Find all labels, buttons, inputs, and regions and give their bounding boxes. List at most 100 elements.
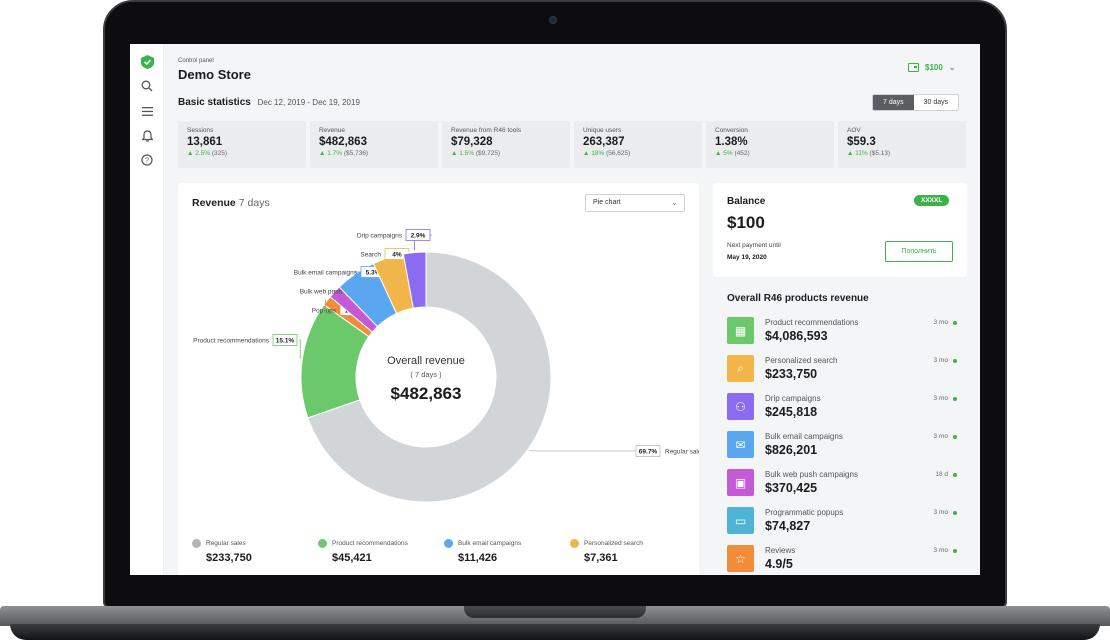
kpi-revenue-r46[interactable]: Revenue from R46 tools $79,328 ▲ 1.5% ($… (442, 121, 570, 168)
product-name: Product recommendations (765, 318, 859, 327)
slice-name-label: Bulk email campaigns (294, 269, 358, 276)
screen: ? Control panel Demo Store $100 ⌄ Basic … (130, 44, 980, 575)
product-value: 4.9/5 (765, 557, 793, 571)
kpi-change-pct: 5% (723, 150, 733, 157)
product-age: 3 mo (933, 547, 948, 554)
kpi-value: $79,328 (451, 136, 493, 148)
legend-dot (318, 539, 327, 548)
control-panel-label: Control panel (178, 58, 214, 64)
chevron-down-icon: ⌄ (948, 63, 956, 72)
product-name: Bulk email campaigns (765, 432, 843, 441)
revenue-subtitle: 7 days (238, 197, 270, 209)
help-icon[interactable]: ? (139, 152, 155, 168)
kpi-label: Sessions (187, 127, 214, 134)
stats-header: Basic statistics Dec 12, 2019 - Dec 19, … (178, 97, 360, 108)
main-content: Control panel Demo Store $100 ⌄ Basic st… (164, 44, 980, 575)
kpi-change-pct: 1.5% (459, 150, 475, 157)
slice-value-box (272, 334, 298, 346)
product-name: Drip campaigns (765, 394, 821, 403)
product-row[interactable]: ▭ Programmatic popups $74,827 3 mo (727, 507, 957, 537)
status-dot (953, 359, 957, 363)
status-dot (953, 511, 957, 515)
product-value: $74,827 (765, 519, 811, 533)
kpi-change-abs: ($5,736) (343, 150, 369, 157)
kpi-change: ▲ 11% ($5.13) (847, 150, 891, 157)
kpi-revenue[interactable]: Revenue $482,863 ▲ 1.7% ($5,736) (310, 121, 438, 168)
kpi-label: Conversion (715, 127, 748, 134)
range-7-days[interactable]: 7 days (873, 95, 914, 110)
bell-icon[interactable] (139, 128, 155, 144)
logo-shield-icon[interactable] (139, 54, 155, 70)
product-age: 18 d (935, 471, 948, 478)
wallet-icon (908, 63, 919, 72)
slice-value-box (635, 445, 661, 457)
revenue-card: Revenue 7 days Pie chart ⌄ 69.7% Regular s… (178, 183, 699, 575)
kpi-aov[interactable]: AOV $59.3 ▲ 11% ($5.13) (838, 121, 966, 168)
chevron-down-icon: ⌄ (671, 198, 678, 207)
status-dot (953, 549, 957, 553)
kpi-label: Revenue (319, 127, 346, 134)
product-value: $4,086,593 (765, 329, 828, 343)
legend-dot (570, 539, 579, 548)
next-payment-label: Next payment until (727, 242, 781, 249)
chart-type-select[interactable]: Pie chart ⌄ (585, 194, 685, 212)
status-dot (953, 321, 957, 325)
revenue-pie-chart: 69.7% Regular sales 15.1% Product recommend… (193, 229, 699, 503)
range-30-days[interactable]: 30 days (913, 95, 959, 110)
monitor-icon: ▭ (727, 507, 754, 534)
slice-value-box (405, 229, 431, 241)
pie-slice[interactable] (402, 251, 427, 309)
slice-name-label: Bulk web push (300, 288, 343, 295)
pie-slice[interactable] (307, 251, 552, 503)
donut-center-subtitle: ( 7 days ) (410, 370, 442, 379)
legend-value: $7,361 (584, 552, 618, 564)
menu-icon[interactable] (139, 103, 155, 119)
search-icon: ⌕ (727, 355, 754, 382)
kpi-sessions[interactable]: Sessions 13,861 ▲ 2.5% (325) (178, 121, 306, 168)
kpi-unique-users[interactable]: Unique users 263,387 ▲ 18% (56,625) (574, 121, 702, 168)
product-row[interactable]: ⌕ Personalized search $233,750 3 mo (727, 355, 957, 385)
product-age: 3 mo (933, 395, 948, 402)
slice-name-label: Product recommendations (193, 337, 270, 344)
top-up-button[interactable]: Пополнить (885, 241, 953, 262)
kpi-label: Revenue from R46 tools (451, 127, 522, 134)
kpi-conversion[interactable]: Conversion 1.38% ▲ 5% (452) (706, 121, 834, 168)
slice-name-label: Regular sales (665, 448, 699, 455)
product-row[interactable]: ▦ Product recommendations $4,086,593 3 mo (727, 317, 957, 347)
mail-icon: ✉ (727, 431, 754, 458)
kpi-label: Unique users (583, 127, 622, 134)
product-row[interactable]: ▣ Bulk web push campaigns $370,425 18 d (727, 469, 957, 499)
legend-dot (444, 539, 453, 548)
plan-badge: XXXXL (914, 195, 950, 206)
kpi-change: ▲ 1.5% ($9,725) (451, 150, 501, 157)
product-name: Personalized search (765, 356, 838, 365)
kpi-change-pct: 2.5% (195, 150, 211, 157)
kpi-change-abs: ($5.13) (869, 150, 891, 157)
balance-amount: $100 (727, 213, 765, 232)
next-payment-date: May 19, 2020 (727, 254, 767, 261)
product-row[interactable]: ✉ Bulk email campaigns $826,201 3 mo (727, 431, 957, 461)
wallet-dropdown[interactable]: $100 ⌄ (908, 63, 956, 72)
laptop-base-bottom (10, 624, 1100, 640)
search-icon[interactable] (139, 78, 155, 94)
legend-value: $233,750 (206, 552, 252, 564)
chart-type-value: Pie chart (593, 199, 621, 206)
grid-icon: ▦ (727, 317, 754, 344)
product-age: 3 mo (933, 319, 948, 326)
product-name: Bulk web push campaigns (765, 470, 858, 479)
kpi-change-pct: 18% (591, 150, 605, 157)
store-title: Demo Store (178, 67, 251, 82)
revenue-title-text: Revenue (192, 197, 236, 209)
product-row[interactable]: ⚇ Drip campaigns $245,818 3 mo (727, 393, 957, 423)
status-dot (953, 435, 957, 439)
slice-value-label: 15.1% (276, 337, 295, 344)
kpi-row: Sessions 13,861 ▲ 2.5% (325) Revenue $48… (178, 121, 966, 168)
product-name: Programmatic popups (765, 508, 844, 517)
kpi-change-abs: ($9,725) (475, 150, 501, 157)
product-row[interactable]: ☆ Reviews 4.9/5 3 mo (727, 545, 957, 575)
kpi-change: ▲ 1.7% ($5,736) (319, 150, 369, 157)
product-age: 3 mo (933, 433, 948, 440)
kpi-change-pct: 1.7% (327, 150, 343, 157)
revenue-title: Revenue 7 days (192, 197, 270, 209)
range-toggle: 7 days 30 days (872, 94, 960, 111)
